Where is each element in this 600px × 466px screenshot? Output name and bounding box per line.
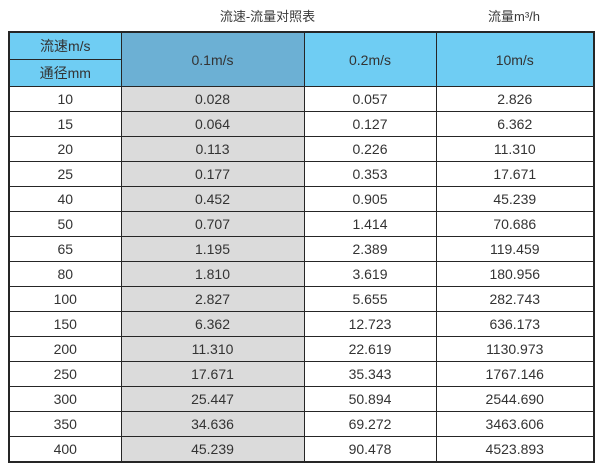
table-row: 80 1.810 3.619 180.956 xyxy=(8,261,595,287)
diameter-cell: 20 xyxy=(8,136,122,162)
flow-0-1ms-cell: 0.064 xyxy=(120,111,305,137)
flow-0-1ms-cell: 11.310 xyxy=(120,336,305,362)
flow-0-2ms-cell: 0.127 xyxy=(303,111,437,137)
diameter-cell: 350 xyxy=(8,411,122,437)
flow-10ms-cell: 2.826 xyxy=(435,86,595,112)
table-title: 流速-流量对照表 xyxy=(219,9,316,24)
flow-0-1ms-cell: 6.362 xyxy=(120,311,305,337)
flow-10ms-cell: 17.671 xyxy=(435,161,595,187)
flow-10ms-cell: 2544.690 xyxy=(435,386,595,412)
flow-0-1ms-cell: 1.810 xyxy=(120,261,305,287)
flow-0-1ms-cell: 34.636 xyxy=(120,411,305,437)
column-header-10ms: 10m/s xyxy=(435,31,595,87)
flow-unit-label: 流量m³/h xyxy=(487,9,540,24)
diameter-cell: 80 xyxy=(8,261,122,287)
flow-0-1ms-cell: 25.447 xyxy=(120,386,305,412)
flow-0-2ms-cell: 0.226 xyxy=(303,136,437,162)
column-header-0-1ms: 0.1m/s xyxy=(120,31,305,87)
flow-0-2ms-cell: 0.353 xyxy=(303,161,437,187)
corner-header-velocity: 流速m/s xyxy=(8,31,122,60)
flow-10ms-cell: 636.173 xyxy=(435,311,595,337)
table-row: 40 0.452 0.905 45.239 xyxy=(8,186,595,212)
table-row: 400 45.239 90.478 4523.893 xyxy=(8,436,595,463)
diameter-cell: 65 xyxy=(8,236,122,262)
flow-10ms-cell: 45.239 xyxy=(435,186,595,212)
flow-0-1ms-cell: 0.177 xyxy=(120,161,305,187)
diameter-cell: 15 xyxy=(8,111,122,137)
flow-10ms-cell: 1130.973 xyxy=(435,336,595,362)
flow-0-1ms-cell: 0.452 xyxy=(120,186,305,212)
flow-10ms-cell: 70.686 xyxy=(435,211,595,237)
corner-header-diameter: 通径mm xyxy=(8,59,122,87)
table-row: 250 17.671 35.343 1767.146 xyxy=(8,361,595,387)
flow-10ms-cell: 4523.893 xyxy=(435,436,595,463)
diameter-cell: 250 xyxy=(8,361,122,387)
diameter-cell: 100 xyxy=(8,286,122,312)
table-body: 10 0.028 0.057 2.826 15 0.064 0.127 6.36… xyxy=(8,86,595,463)
flow-0-2ms-cell: 50.894 xyxy=(303,386,437,412)
flow-10ms-cell: 180.956 xyxy=(435,261,595,287)
titlebar: 流速-流量对照表 流量m³/h xyxy=(0,4,600,28)
flow-0-2ms-cell: 3.619 xyxy=(303,261,437,287)
flow-0-1ms-cell: 2.827 xyxy=(120,286,305,312)
flow-conversion-table: 流速m/s 0.1m/s 0.2m/s 10m/s 通径mm 10 0.028 … xyxy=(8,31,595,463)
table-row: 15 0.064 0.127 6.362 xyxy=(8,111,595,137)
flow-0-1ms-cell: 17.671 xyxy=(120,361,305,387)
flow-0-2ms-cell: 12.723 xyxy=(303,311,437,337)
column-header-0-2ms: 0.2m/s xyxy=(303,31,437,87)
flow-10ms-cell: 282.743 xyxy=(435,286,595,312)
flow-10ms-cell: 6.362 xyxy=(435,111,595,137)
flow-0-2ms-cell: 2.389 xyxy=(303,236,437,262)
table-row: 350 34.636 69.272 3463.606 xyxy=(8,411,595,437)
table-row: 300 25.447 50.894 2544.690 xyxy=(8,386,595,412)
diameter-cell: 150 xyxy=(8,311,122,337)
flow-0-1ms-cell: 45.239 xyxy=(120,436,305,463)
flow-10ms-cell: 11.310 xyxy=(435,136,595,162)
diameter-cell: 300 xyxy=(8,386,122,412)
table-row: 200 11.310 22.619 1130.973 xyxy=(8,336,595,362)
flow-0-2ms-cell: 69.272 xyxy=(303,411,437,437)
header-row-top: 流速m/s 0.1m/s 0.2m/s 10m/s xyxy=(8,31,595,87)
flow-10ms-cell: 3463.606 xyxy=(435,411,595,437)
flow-10ms-cell: 119.459 xyxy=(435,236,595,262)
flow-0-1ms-cell: 0.113 xyxy=(120,136,305,162)
table-row: 50 0.707 1.414 70.686 xyxy=(8,211,595,237)
diameter-cell: 10 xyxy=(8,86,122,112)
diameter-cell: 50 xyxy=(8,211,122,237)
flow-0-2ms-cell: 0.905 xyxy=(303,186,437,212)
diameter-cell: 25 xyxy=(8,161,122,187)
flow-0-1ms-cell: 0.707 xyxy=(120,211,305,237)
table-row: 20 0.113 0.226 11.310 xyxy=(8,136,595,162)
table-row: 100 2.827 5.655 282.743 xyxy=(8,286,595,312)
diameter-cell: 40 xyxy=(8,186,122,212)
flow-0-2ms-cell: 90.478 xyxy=(303,436,437,463)
table-row: 25 0.177 0.353 17.671 xyxy=(8,161,595,187)
flow-0-1ms-cell: 0.028 xyxy=(120,86,305,112)
flow-0-2ms-cell: 22.619 xyxy=(303,336,437,362)
table-row: 65 1.195 2.389 119.459 xyxy=(8,236,595,262)
flow-0-2ms-cell: 5.655 xyxy=(303,286,437,312)
flow-0-2ms-cell: 1.414 xyxy=(303,211,437,237)
flow-0-2ms-cell: 35.343 xyxy=(303,361,437,387)
table-row: 150 6.362 12.723 636.173 xyxy=(8,311,595,337)
table-row: 10 0.028 0.057 2.826 xyxy=(8,86,595,112)
flow-0-2ms-cell: 0.057 xyxy=(303,86,437,112)
diameter-cell: 200 xyxy=(8,336,122,362)
flow-0-1ms-cell: 1.195 xyxy=(120,236,305,262)
flow-10ms-cell: 1767.146 xyxy=(435,361,595,387)
table-header: 流速m/s 0.1m/s 0.2m/s 10m/s 通径mm xyxy=(8,31,595,87)
diameter-cell: 400 xyxy=(8,436,122,463)
